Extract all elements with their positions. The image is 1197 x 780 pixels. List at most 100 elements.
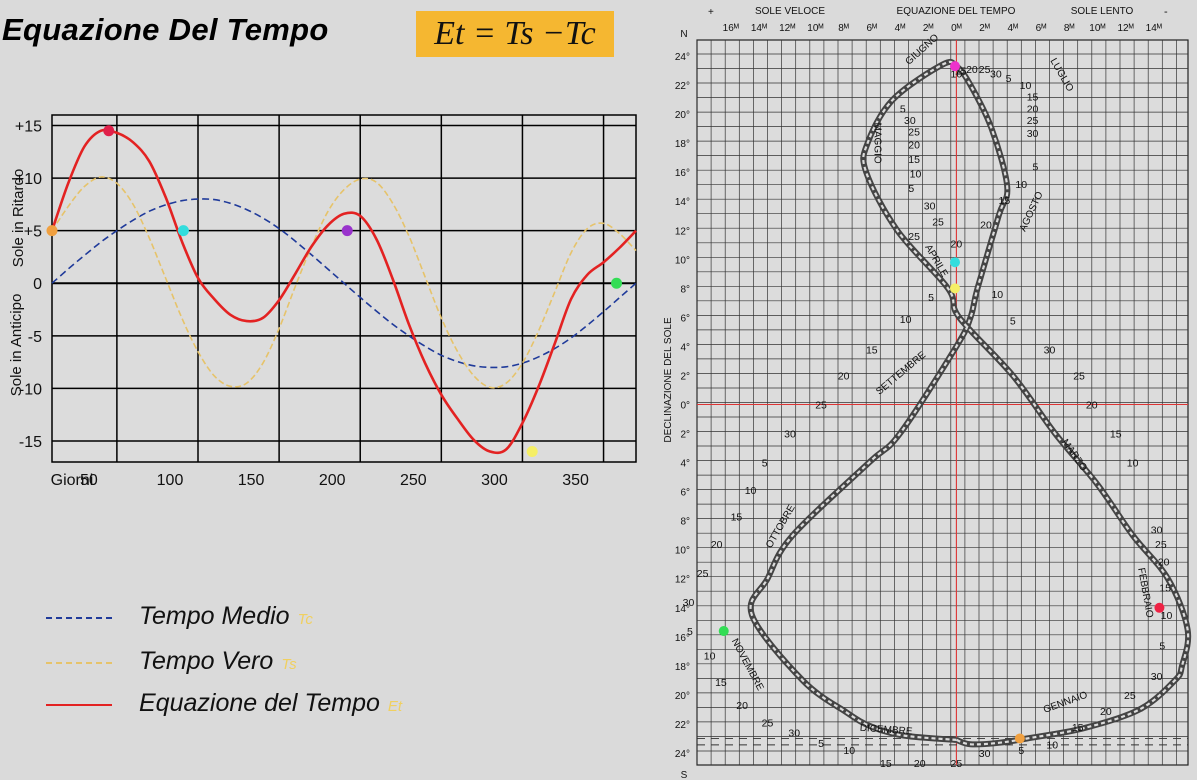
day-label: 25 — [1124, 690, 1136, 702]
x-tick-label: 16ᴹ — [723, 23, 739, 34]
x-tick-label: 300 — [481, 472, 508, 489]
day-label: 5 — [1032, 161, 1038, 173]
day-label: 10 — [843, 745, 855, 757]
x-tick-label: 12ᴹ — [779, 23, 795, 34]
label-equazione-del-tempo: EQUAZIONE DEL TEMPO — [897, 6, 1016, 17]
label-north: N — [680, 29, 687, 40]
day-label: 15 — [908, 154, 920, 166]
x-tick-label: 150 — [238, 472, 265, 489]
day-label: 5 — [762, 458, 768, 470]
day-label: 30 — [784, 429, 796, 441]
day-label: 15 — [998, 195, 1010, 207]
day-label: 30 — [1151, 524, 1163, 536]
plot-area — [51, 114, 637, 463]
legend-symbol-ts: Ts — [281, 656, 297, 673]
ylabel-sole-in-anticipo: Sole in Anticipo — [8, 294, 25, 397]
day-label: 5 — [687, 626, 693, 638]
day-label: 5 — [928, 292, 934, 304]
y-tick-label: 20° — [675, 691, 690, 702]
analemma-marker — [718, 626, 729, 637]
x-tick-label: 50 — [80, 472, 98, 489]
day-label: 25 — [815, 400, 827, 412]
day-label: 30 — [979, 748, 991, 760]
x-tick-label: 2ᴹ — [923, 23, 934, 34]
x-tick-label: 8ᴹ — [838, 23, 849, 34]
formula-text: Et = Ts −Tc — [434, 15, 596, 52]
page-title: Equazione Del Tempo — [2, 12, 329, 47]
day-label: 10 — [910, 169, 922, 181]
y-tick-label: 2° — [680, 371, 690, 382]
day-label: 20 — [966, 64, 978, 76]
label-south: S — [681, 770, 688, 780]
legend-label-equazione: Equazione del Tempo — [139, 689, 380, 717]
day-label: 15 — [955, 66, 967, 78]
y-tick-label: +5 — [24, 224, 42, 241]
day-label: 15 — [1110, 429, 1122, 441]
y-tick-label: 10° — [675, 546, 690, 557]
day-label: 5 — [1006, 73, 1012, 85]
formula-box: Et = Ts −Tc — [416, 11, 614, 57]
y-tick-label: 14° — [675, 604, 690, 615]
x-tick-label: 6ᴹ — [866, 23, 877, 34]
x-tick-label: 0ᴹ — [951, 23, 962, 34]
legend-symbol-tc: Tc — [297, 611, 313, 628]
analemma-marker — [949, 283, 960, 294]
day-label: 25 — [979, 64, 991, 76]
y-tick-label: 22° — [675, 81, 690, 92]
legend-symbol-et: Et — [387, 698, 403, 715]
y-tick-label: -5 — [28, 329, 42, 346]
day-label: 10 — [900, 314, 912, 326]
day-label: 25 — [1027, 115, 1039, 127]
day-label: 25 — [932, 217, 944, 229]
y-tick-label: 16° — [675, 168, 690, 179]
day-label: 25 — [908, 231, 920, 243]
data-marker — [611, 277, 623, 289]
day-label: 30 — [990, 68, 1002, 80]
day-label: 5 — [1018, 745, 1024, 757]
day-label: 20 — [980, 219, 992, 231]
y-tick-label: 0 — [33, 276, 42, 293]
y-tick-label: -15 — [19, 434, 42, 451]
day-label: 10 — [1020, 80, 1032, 92]
analemma-marker — [1014, 733, 1025, 744]
analemma-marker — [949, 61, 960, 72]
series-line-tempo-medio — [51, 198, 637, 369]
y-tick-label: 14° — [675, 197, 690, 208]
y-tick-label: 22° — [675, 720, 690, 731]
day-label: 20 — [914, 758, 926, 770]
series-line-equazione-del-tempo — [50, 128, 637, 455]
ylabel-sole-in-ritardo: Sole in Ritardo — [10, 169, 27, 267]
day-label: 20 — [838, 370, 850, 382]
legend-label-tempo-vero: Tempo Vero — [139, 647, 274, 675]
day-label: 25 — [1073, 370, 1085, 382]
day-label: 15 — [880, 758, 892, 770]
day-label: 20 — [951, 238, 963, 250]
legend-item-tempo-medio: Tempo Medio Tc — [46, 598, 486, 638]
y-tick-label: -10 — [19, 381, 42, 398]
y-tick-label: 10° — [675, 255, 690, 266]
day-label: 10 — [1161, 610, 1173, 622]
label-sole-lento: SOLE LENTO — [1071, 6, 1134, 17]
day-label: 5 — [900, 103, 906, 115]
legend-line-tempo-medio — [46, 617, 112, 619]
day-label: 15 — [866, 344, 878, 356]
month-label: MAGGIO — [872, 123, 883, 164]
y-tick-label: 8° — [680, 284, 690, 295]
y-tick-label: 4° — [680, 342, 690, 353]
series-line-tempo-vero — [51, 176, 637, 389]
label-sole-veloce: SOLE VELOCE — [755, 6, 825, 17]
day-label: 30 — [1027, 128, 1039, 140]
day-label: 30 — [1044, 344, 1056, 356]
grid — [52, 115, 636, 462]
day-label: 15 — [715, 677, 727, 689]
day-label: 20 — [1027, 103, 1039, 115]
x-tick-label: 8ᴹ — [1064, 23, 1075, 34]
y-tick-label: 20° — [675, 110, 690, 121]
day-label: 25 — [1155, 539, 1167, 551]
day-label: 20 — [736, 700, 748, 712]
day-label: 10 — [991, 289, 1003, 301]
data-marker — [526, 445, 538, 457]
y-tick-label: +15 — [15, 119, 42, 136]
x-tick-label: 10ᴹ — [1089, 23, 1105, 34]
legend-item-equazione: Equazione del Tempo Et — [46, 685, 486, 725]
